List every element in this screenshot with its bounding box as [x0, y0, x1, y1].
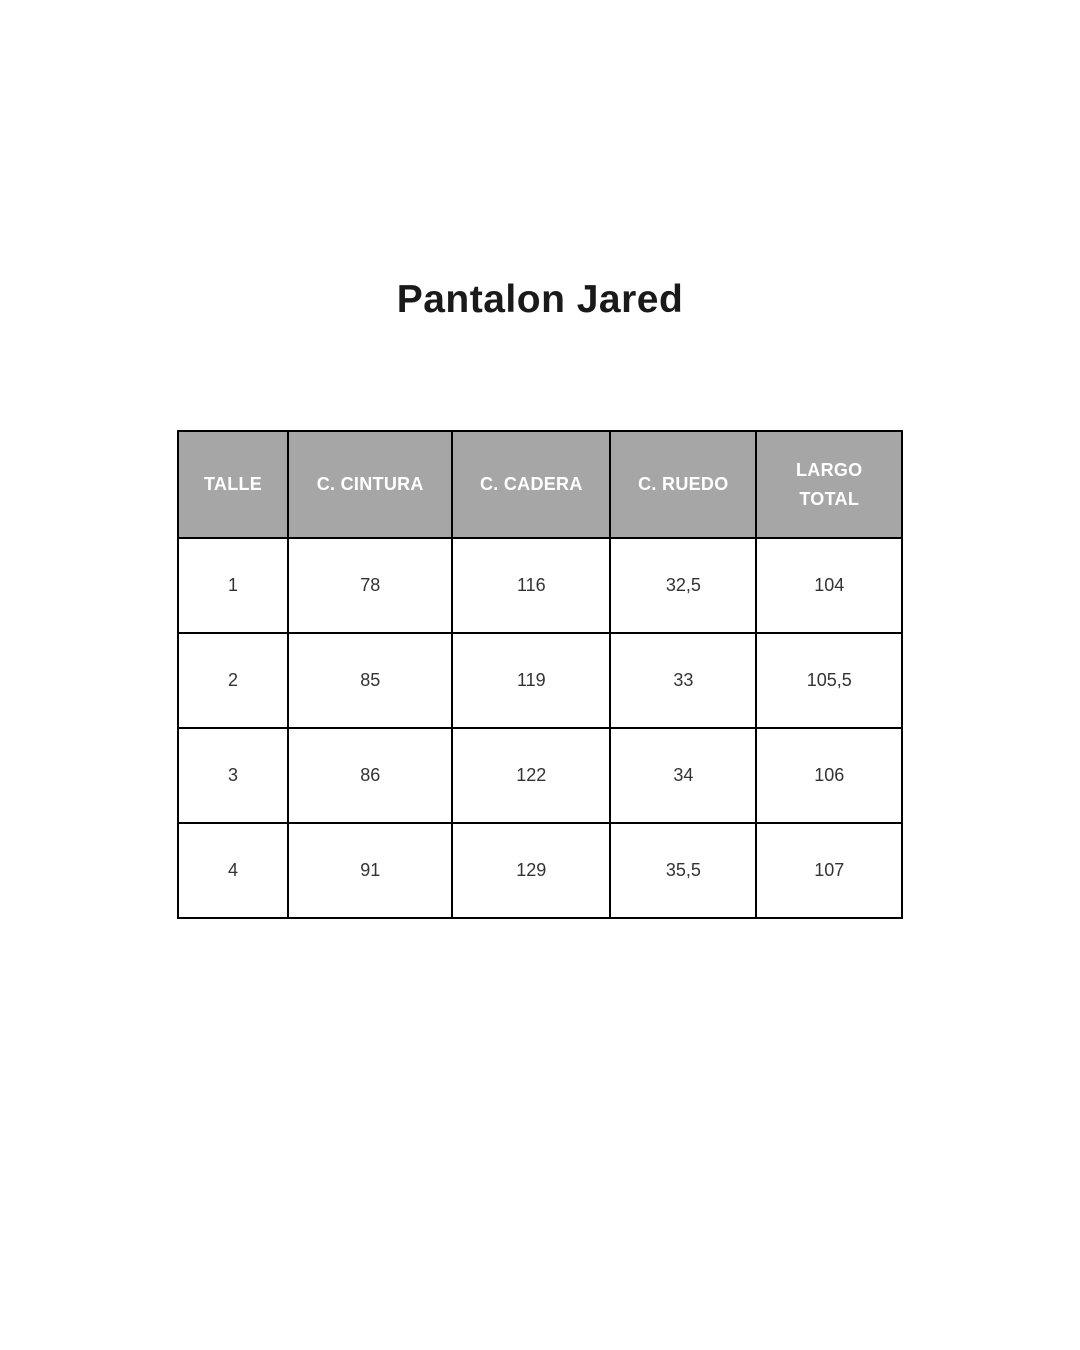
header-cell-ruedo: C. RUEDO: [609, 430, 758, 539]
cell-cadera: 116: [451, 537, 612, 634]
cell-largo: 106: [755, 727, 903, 824]
cell-talle: 4: [176, 822, 290, 919]
cell-ruedo: 32,5: [609, 537, 758, 634]
cell-talle: 1: [176, 537, 290, 634]
cell-cintura: 78: [287, 537, 454, 634]
size-chart-table: TALLE C. CINTURA C. CADERA C. RUEDO LARG…: [176, 430, 903, 919]
cell-cadera: 122: [451, 727, 612, 824]
table-row: 2 85 119 33 105,5: [176, 632, 903, 729]
table-row: 1 78 116 32,5 104: [176, 537, 903, 634]
cell-cintura: 86: [287, 727, 454, 824]
cell-largo: 107: [755, 822, 903, 919]
cell-largo: 105,5: [755, 632, 903, 729]
page-title: Pantalon Jared: [396, 278, 684, 321]
cell-ruedo: 35,5: [609, 822, 758, 919]
cell-largo: 104: [755, 537, 903, 634]
header-cell-talle: TALLE: [176, 430, 290, 539]
cell-talle: 3: [176, 727, 290, 824]
cell-cadera: 119: [451, 632, 612, 729]
cell-ruedo: 33: [609, 632, 758, 729]
cell-talle: 2: [176, 632, 290, 729]
header-row: TALLE C. CINTURA C. CADERA C. RUEDO LARG…: [176, 430, 903, 539]
size-chart-body: 1 78 116 32,5 104 2 85 119 33 105,5 3 86…: [176, 537, 903, 919]
cell-ruedo: 34: [609, 727, 758, 824]
cell-cintura: 91: [287, 822, 454, 919]
header-cell-largo-total: LARGO TOTAL: [755, 430, 903, 539]
table-row: 3 86 122 34 106: [176, 727, 903, 824]
header-cell-cintura: C. CINTURA: [287, 430, 454, 539]
cell-cintura: 85: [287, 632, 454, 729]
size-chart-header: TALLE C. CINTURA C. CADERA C. RUEDO LARG…: [176, 430, 903, 539]
table-row: 4 91 129 35,5 107: [176, 822, 903, 919]
header-cell-cadera: C. CADERA: [451, 430, 612, 539]
cell-cadera: 129: [451, 822, 612, 919]
